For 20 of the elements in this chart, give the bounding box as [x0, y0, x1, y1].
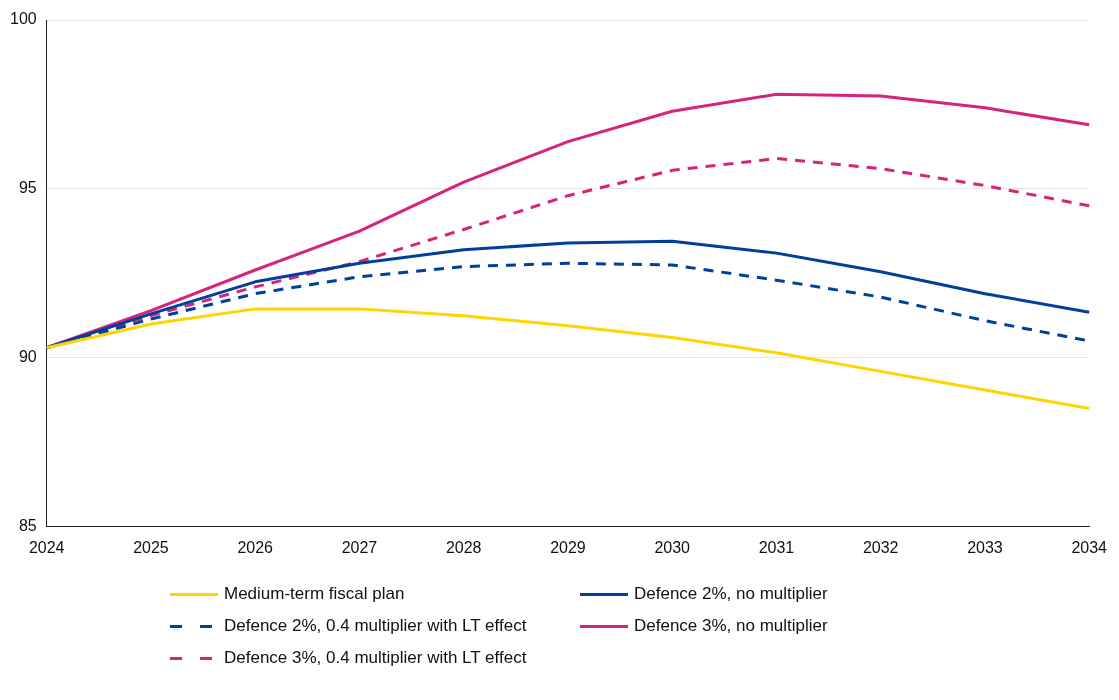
y-tick-label: 100: [9, 10, 37, 28]
y-tick-label: 90: [18, 348, 37, 366]
y-tick-label: 95: [18, 179, 37, 197]
x-tick-label: 2026: [237, 538, 274, 556]
x-tick-label: 2028: [445, 538, 482, 556]
x-tick-label: 2030: [654, 538, 691, 556]
x-tick-label: 2029: [550, 538, 586, 556]
x-tick-label: 2024: [28, 538, 65, 556]
x-tick-label: 2025: [133, 538, 169, 556]
legend-label: Defence 3%, no multiplier: [634, 616, 828, 636]
y-tick-label: 85: [18, 517, 37, 535]
legend-label: Defence 3%, 0.4 multiplier with LT effect: [224, 648, 527, 668]
x-tick-label: 2033: [967, 538, 1003, 556]
x-tick-label: 2031: [758, 538, 795, 556]
x-tick-label: 2032: [862, 538, 899, 556]
x-tick-label: 2034: [1071, 538, 1108, 556]
legend-label: Defence 2%, no multiplier: [634, 584, 828, 604]
legend-label: Defence 2%, 0.4 multiplier with LT effect: [224, 616, 527, 636]
legend-label: Medium-term fiscal plan: [224, 584, 405, 604]
x-tick-label: 2027: [341, 538, 378, 556]
